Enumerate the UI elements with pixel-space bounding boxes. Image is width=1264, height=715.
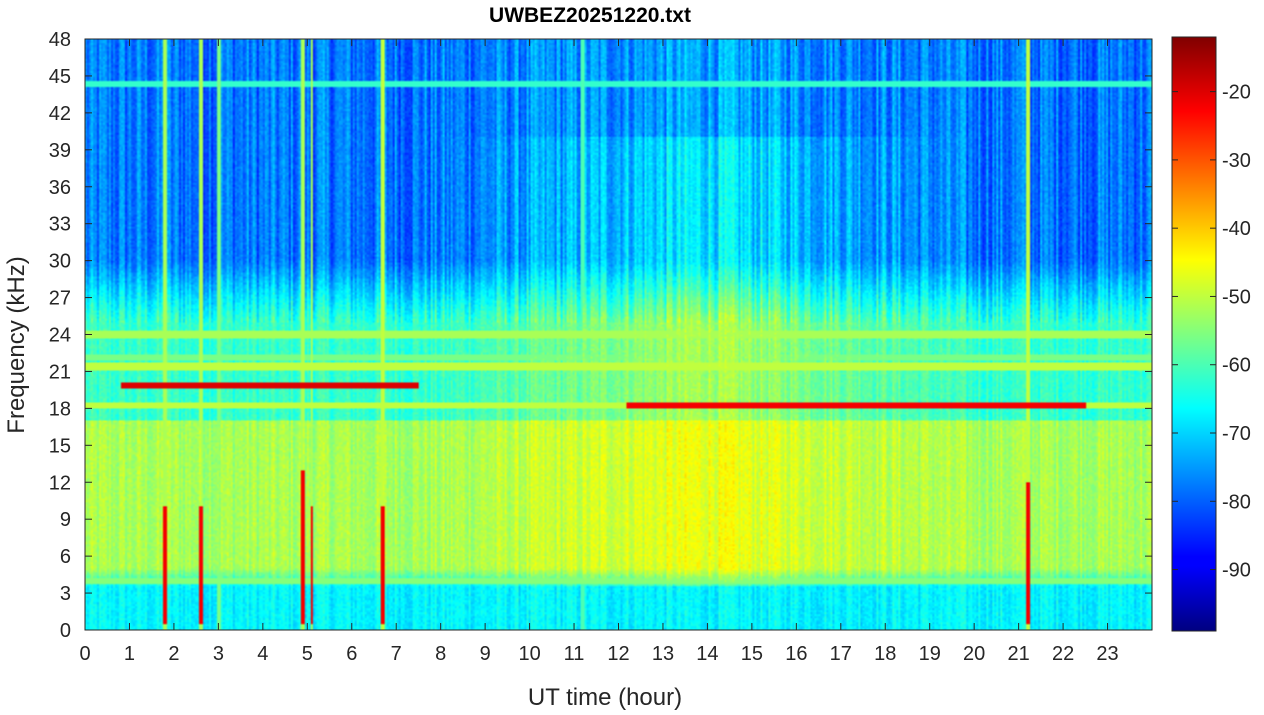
y-tick-label: 12 <box>49 472 71 494</box>
colorbar-tick-label: -30 <box>1222 150 1251 172</box>
y-tick-label: 30 <box>49 251 71 273</box>
y-tick-label: 3 <box>60 583 71 605</box>
x-tick-label: 10 <box>518 643 540 665</box>
x-tick-label: 3 <box>213 643 224 665</box>
x-tick-label: 8 <box>435 643 446 665</box>
x-axis-ticks: 0 1 2 3 4 5 6 7 8 9 10 11 12 13 14 15 16 17 18 19 20 21 22 23 <box>79 39 1119 665</box>
x-tick-label: 18 <box>874 643 896 665</box>
colorbar-tick-label: -60 <box>1222 355 1251 377</box>
colorbar-tick-label: -70 <box>1222 423 1251 445</box>
x-tick-label: 23 <box>1096 643 1118 665</box>
y-tick-label: 9 <box>60 509 71 531</box>
x-tick-label: 12 <box>607 643 629 665</box>
x-tick-label: 21 <box>1008 643 1030 665</box>
colorbar-tick-label: -20 <box>1222 82 1251 104</box>
spectrogram-heatmap <box>85 39 1152 630</box>
y-tick-label: 39 <box>49 140 71 162</box>
x-tick-label: 0 <box>79 643 90 665</box>
y-tick-label: 21 <box>49 361 71 383</box>
y-tick-label: 15 <box>49 435 71 457</box>
x-tick-label: 19 <box>919 643 941 665</box>
colorbar <box>1171 36 1217 632</box>
y-tick-label: 6 <box>60 546 71 568</box>
colorbar-ticks: -90 -80 -70 -60 -50 -40 -30 -20 <box>1172 82 1251 582</box>
colorbar-tick-label: -80 <box>1222 491 1251 513</box>
y-tick-label: 45 <box>49 66 71 88</box>
y-tick-label: 48 <box>49 29 71 51</box>
x-tick-label: 11 <box>564 643 585 665</box>
x-tick-label: 6 <box>346 643 357 665</box>
x-tick-label: 15 <box>741 643 763 665</box>
x-tick-label: 13 <box>652 643 674 665</box>
x-tick-label: 4 <box>257 643 268 665</box>
x-tick-label: 22 <box>1052 643 1074 665</box>
colorbar-tick-label: -90 <box>1222 560 1251 582</box>
y-tick-label: 0 <box>60 620 71 642</box>
x-tick-label: 9 <box>480 643 491 665</box>
x-tick-label: 2 <box>168 643 179 665</box>
y-tick-label: 27 <box>49 288 71 310</box>
x-axis-label: UT time (hour) <box>528 684 682 711</box>
y-tick-label: 36 <box>49 177 71 199</box>
x-tick-label: 5 <box>302 643 313 665</box>
y-tick-label: 24 <box>49 325 71 347</box>
colorbar-tick-label: -40 <box>1222 218 1251 240</box>
x-tick-label: 20 <box>963 643 985 665</box>
y-tick-label: 42 <box>49 103 71 125</box>
chart-title: UWBEZ20251220.txt <box>489 4 691 27</box>
colorbar-tick-label: -50 <box>1222 286 1251 308</box>
x-tick-label: 14 <box>696 643 718 665</box>
y-tick-label: 18 <box>49 398 71 420</box>
y-tick-label: 33 <box>49 214 71 236</box>
x-tick-label: 16 <box>785 643 807 665</box>
x-tick-label: 17 <box>830 643 852 665</box>
y-axis-label: Frequency (kHz) <box>3 256 30 433</box>
x-tick-label: 7 <box>391 643 402 665</box>
x-tick-label: 1 <box>124 643 135 665</box>
